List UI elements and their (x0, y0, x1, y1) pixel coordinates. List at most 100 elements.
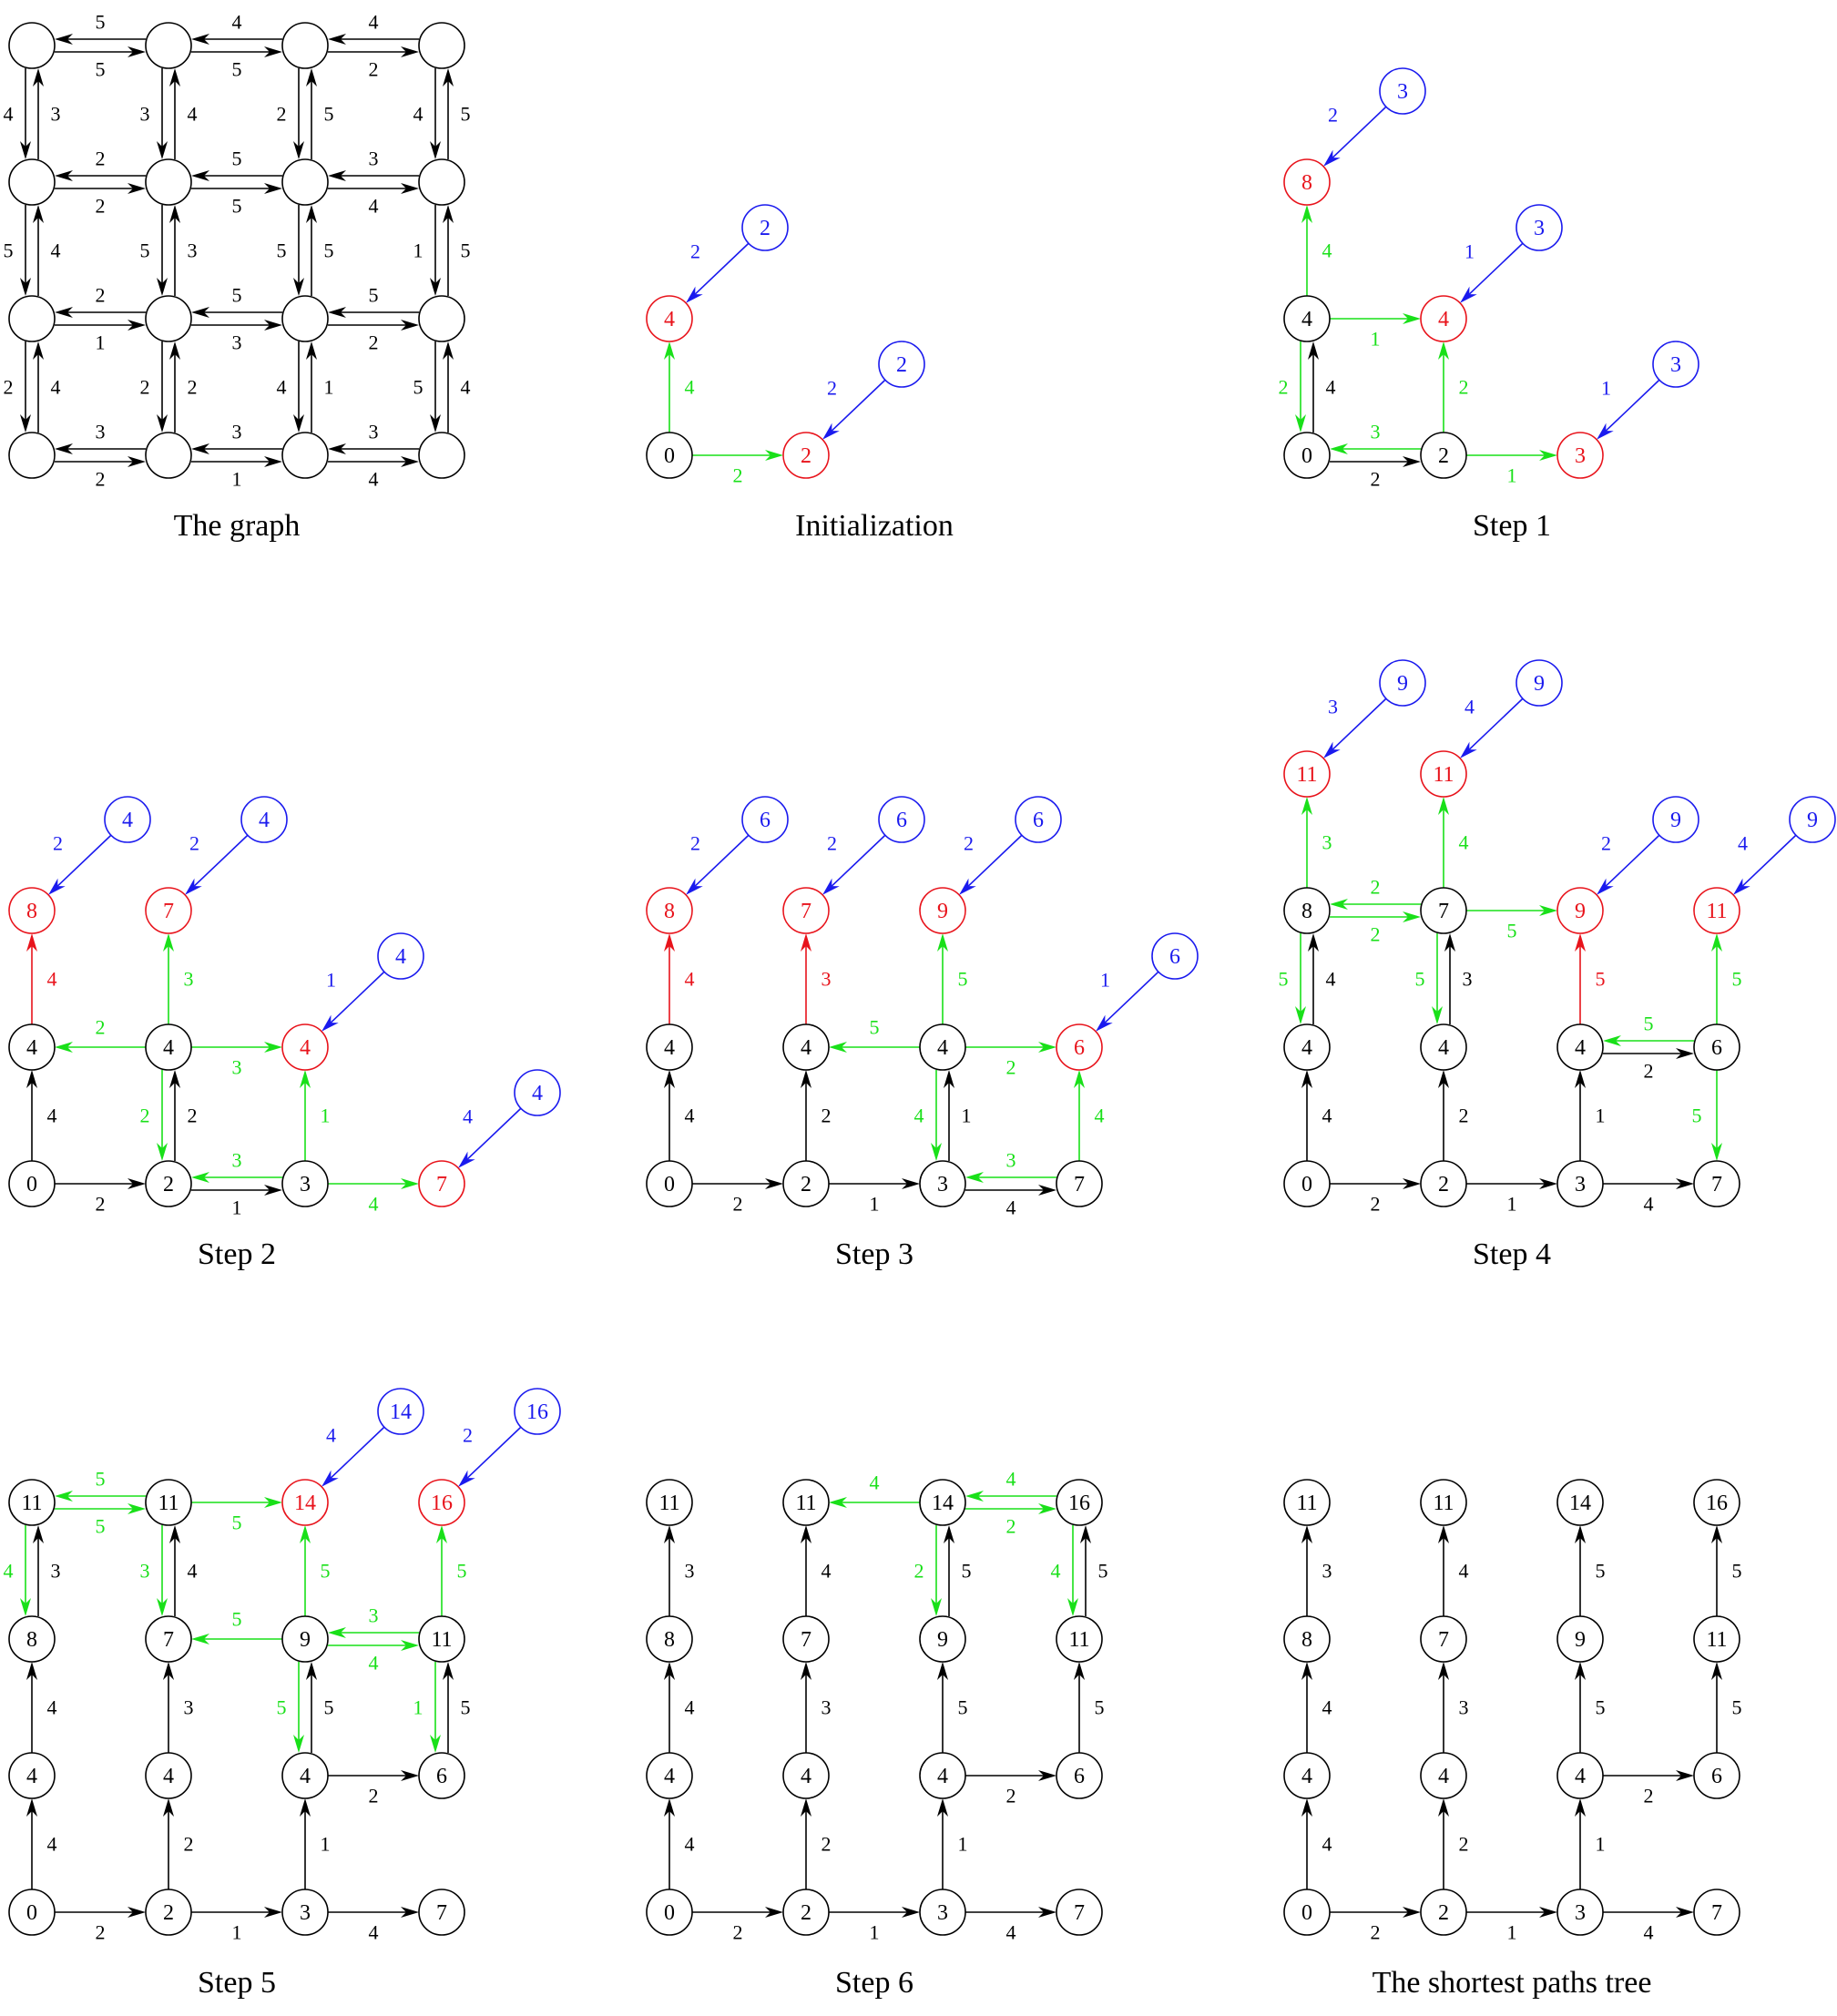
edge-weight: 5 (232, 284, 242, 307)
edge-1-0-to-0-0: 3 (33, 1525, 61, 1616)
node-1-0: 8 (646, 1615, 693, 1663)
queue-size: 6 (1033, 809, 1044, 832)
edge-3-2-to-3-3: 4 (328, 456, 419, 491)
node-3-0: 0 (1283, 1889, 1331, 1936)
queue-pointer-line (330, 1426, 385, 1479)
panel-caption: The shortest paths tree (1373, 1966, 1652, 2000)
node-circle (418, 1160, 465, 1207)
edge-arrowhead (163, 933, 174, 952)
node-2-2 (281, 295, 329, 342)
edge-3-2-to-3-3: 4 (965, 1907, 1056, 1944)
edge-3-1-to-3-0: 3 (1330, 421, 1421, 454)
edge-arrowhead (1295, 414, 1306, 433)
edge-arrowhead (128, 1907, 146, 1918)
queue-marker: 62 (686, 796, 789, 895)
queue-marker: 31 (1460, 204, 1563, 303)
node-3-3: 7 (418, 1160, 465, 1207)
edge-arrowhead (264, 1185, 282, 1196)
queue-size: 2 (896, 353, 907, 377)
edge-arrowhead (931, 1143, 942, 1161)
node-distance-label: 7 (436, 1901, 447, 1925)
node-0-3: 16 (1056, 1479, 1103, 1526)
edge-0-2-to-0-1: 4 (829, 1471, 920, 1508)
node-distance-label: 8 (1301, 171, 1312, 195)
queue-pointer-arrowhead (1096, 1014, 1113, 1032)
edge-arrowhead (264, 1497, 282, 1508)
edge-3-1-to-3-2: 1 (829, 1178, 920, 1216)
edge-weight: 4 (1326, 968, 1336, 991)
edge-arrowhead (1539, 450, 1557, 461)
edge-1-1-to-2-1: 5 (140, 205, 168, 296)
node-3-1: 2 (1420, 432, 1467, 479)
edge-2-3-to-2-2: 5 (328, 284, 419, 318)
node-circle (1420, 750, 1467, 798)
edge-3-0-to-3-1: 2 (55, 1907, 146, 1944)
edge-arrowhead (128, 456, 146, 467)
edge-weight: 5 (1732, 1560, 1742, 1583)
node-2-1: 4 (145, 1752, 192, 1799)
node-distance-label: 11 (1296, 1492, 1317, 1515)
edge-1-3-to-0-3: 5 (1711, 1525, 1742, 1616)
node-circle (1420, 1160, 1467, 1207)
node-circle (1420, 1889, 1467, 1936)
node-3-2: 3 (919, 1889, 966, 1936)
node-1-1: 7 (782, 887, 830, 934)
node-2-1: 4 (782, 1023, 830, 1071)
edge-3-1-to-3-2: 1 (191, 456, 282, 491)
edge-weight: 4 (51, 239, 61, 262)
edge-2-1-to-1-1: 3 (163, 1662, 194, 1753)
edge-weight: 1 (1507, 1193, 1517, 1216)
edge-1-0-to-0-0: 3 (1301, 1525, 1332, 1616)
node-3-0: 0 (1283, 1160, 1331, 1207)
node-circle (1283, 887, 1331, 934)
edge-arrowhead (1676, 1048, 1694, 1059)
node-distance-label: 16 (1068, 1492, 1090, 1515)
node-circle (1693, 1615, 1740, 1663)
edge-arrowhead (169, 205, 180, 223)
edge-arrowhead (128, 1178, 146, 1189)
edge-weight: 1 (870, 1921, 880, 1944)
edge-arrowhead (443, 68, 454, 87)
queue-marker: 22 (822, 341, 925, 440)
edge-3-2-to-3-3: 4 (1603, 1907, 1694, 1944)
node-3-3: 7 (418, 1889, 465, 1936)
edge-weight: 2 (96, 195, 106, 218)
edge-arrowhead (20, 414, 31, 433)
node-distance-label: 11 (658, 1492, 679, 1515)
edge-2-1-to-2-2: 3 (191, 1042, 282, 1079)
queue-marker: 41 (321, 932, 424, 1032)
edge-weight: 2 (96, 1193, 106, 1216)
edge-3-0-to-3-1: 2 (692, 1907, 783, 1944)
edge-weight: 2 (1644, 1060, 1654, 1083)
edge-arrowhead (128, 46, 146, 57)
node-1-0: 8 (1283, 1615, 1331, 1663)
node-circle (646, 1479, 693, 1526)
edge-arrowhead (328, 34, 346, 45)
node-3-1: 2 (782, 432, 830, 479)
edge-arrowhead (801, 1525, 811, 1543)
edge-weight: 5 (461, 1696, 471, 1719)
edge-arrowhead (191, 1634, 209, 1644)
edge-weight: 3 (232, 421, 242, 443)
edge-weight: 5 (321, 1560, 331, 1583)
edge-weight: 4 (47, 1833, 57, 1856)
edge-weight: 3 (188, 239, 198, 262)
node-distance-label: 3 (937, 1173, 948, 1196)
edge-1-1-to-1-2: 5 (191, 183, 282, 218)
edge-arrowhead (1603, 1035, 1621, 1046)
edge-3-0-to-3-1: 2 (692, 450, 783, 487)
node-circle (8, 1889, 56, 1936)
node-2-3: 6 (1693, 1752, 1740, 1799)
node-distance-label: 2 (163, 1173, 174, 1196)
node-distance-label: 4 (664, 308, 675, 331)
edge-2-2-to-3-2: 4 (914, 1070, 942, 1161)
edge-weight: 2 (184, 1833, 194, 1856)
node-0-3: 16 (418, 1479, 465, 1526)
edge-3-2-to-2-2: 1 (300, 1798, 331, 1889)
node-circle (1693, 1160, 1740, 1207)
node-distance-label: 9 (937, 900, 948, 923)
